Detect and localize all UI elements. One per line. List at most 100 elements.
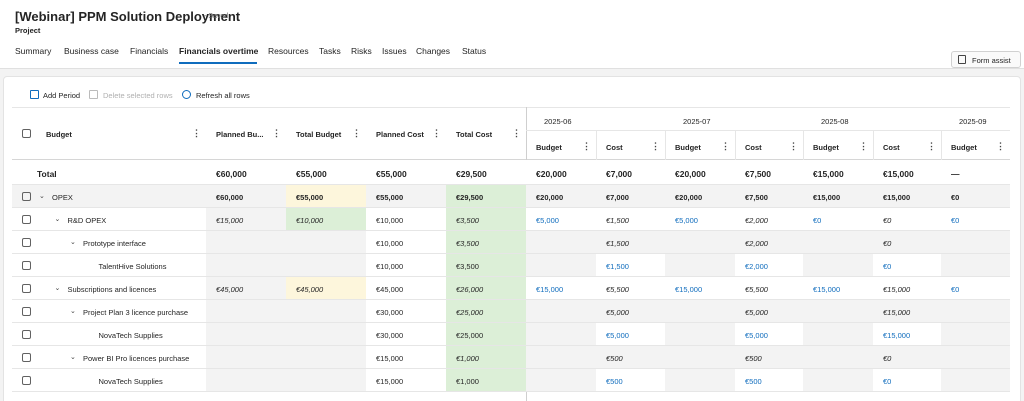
cell-fill: [665, 254, 735, 276]
row-checkbox[interactable]: [22, 215, 31, 224]
cell-value: €45,000: [216, 284, 244, 294]
cell-value: €0: [951, 192, 960, 202]
period-subheader[interactable]: Cost: [883, 143, 900, 152]
cell-value: €1,000: [456, 353, 479, 363]
toolbar-icon: [30, 90, 39, 99]
tab[interactable]: Business case: [64, 46, 119, 56]
expand-chevron[interactable]: ⌄: [70, 307, 76, 315]
cell-value[interactable]: €500: [606, 376, 623, 386]
cell-value[interactable]: €1,500: [606, 261, 629, 271]
row-checkbox[interactable]: [22, 261, 31, 270]
column-menu[interactable]: ⋮: [651, 141, 660, 151]
cell-value: €5,500: [745, 284, 768, 294]
row-checkbox[interactable]: [22, 330, 31, 339]
cell-fill: [286, 369, 366, 391]
tab[interactable]: Financials overtime: [179, 46, 259, 56]
table-header: [12, 107, 1010, 160]
column-menu[interactable]: ⋮: [512, 128, 521, 138]
period-subheader[interactable]: Budget: [536, 143, 562, 152]
cell-value[interactable]: €5,000: [536, 215, 559, 225]
cell-value: €55,000: [376, 168, 407, 179]
column-menu[interactable]: ⋮: [789, 141, 798, 151]
column-menu[interactable]: ⋮: [721, 141, 730, 151]
column-menu[interactable]: ⋮: [582, 141, 591, 151]
cell-value[interactable]: €15,000: [675, 284, 703, 294]
tab[interactable]: Tasks: [319, 46, 341, 56]
cell-value[interactable]: €15,000: [536, 284, 564, 294]
column-header[interactable]: Total Budget: [296, 130, 342, 139]
toolbar-button: Delete selected rows: [103, 91, 173, 100]
expand-chevron[interactable]: ⌄: [70, 238, 76, 246]
cell-value[interactable]: €0: [951, 215, 960, 225]
form-assist-button[interactable]: [951, 51, 1021, 68]
tab[interactable]: Issues: [382, 46, 407, 56]
cell-value[interactable]: €5,000: [745, 330, 768, 340]
expand-chevron[interactable]: ⌄: [70, 353, 76, 361]
cell-value[interactable]: €15,000: [883, 330, 911, 340]
row-checkbox[interactable]: [22, 284, 31, 293]
cell-fill: [941, 346, 1010, 368]
column-menu[interactable]: ⋮: [859, 141, 868, 151]
column-menu[interactable]: ⋮: [272, 128, 281, 138]
column-header[interactable]: Budget: [46, 130, 72, 139]
cell-value: €1,500: [606, 215, 629, 225]
cell-value: €500: [745, 353, 762, 363]
expand-chevron[interactable]: ⌄: [54, 215, 61, 223]
header-checkbox[interactable]: [22, 129, 31, 138]
cell-fill: [665, 231, 735, 253]
column-menu[interactable]: ⋮: [192, 128, 201, 138]
tab[interactable]: Financials: [130, 46, 169, 56]
cell-value[interactable]: €5,000: [606, 330, 629, 340]
period-subheader[interactable]: Budget: [675, 143, 701, 152]
column-menu[interactable]: ⋮: [432, 128, 441, 138]
cell-value[interactable]: €5,000: [675, 215, 698, 225]
tab[interactable]: Status: [462, 46, 487, 56]
period-subheader[interactable]: Cost: [606, 143, 623, 152]
cell-fill: [206, 277, 286, 299]
row-checkbox[interactable]: [22, 376, 31, 385]
cell-value[interactable]: €0: [883, 261, 892, 271]
cell-fill: [446, 369, 526, 391]
cell-fill: [803, 231, 873, 253]
period-subheader[interactable]: Budget: [951, 143, 977, 152]
cell-value: €29,500: [456, 168, 487, 179]
cell-value: €45,000: [296, 284, 324, 294]
period-subheader[interactable]: Budget: [813, 143, 839, 152]
row-checkbox[interactable]: [22, 353, 31, 362]
cell-value[interactable]: €0: [951, 284, 960, 294]
cell-value[interactable]: €0: [813, 215, 822, 225]
toolbar-button[interactable]: Add Period: [43, 91, 81, 100]
period-subheader[interactable]: Cost: [745, 143, 762, 152]
cell-fill: [803, 300, 873, 322]
cell-value[interactable]: €15,000: [813, 284, 841, 294]
tab[interactable]: Risks: [351, 46, 372, 56]
cell-value: €15,000: [376, 376, 404, 386]
cell-fill: [803, 254, 873, 276]
period-header: 2025-06: [544, 117, 572, 126]
cell-value[interactable]: €2,000: [745, 261, 768, 271]
cell-fill: [446, 231, 526, 253]
tab[interactable]: Changes: [416, 46, 451, 56]
cell-value: €0: [883, 215, 892, 225]
cell-border: [735, 130, 736, 160]
cell-fill: [941, 231, 1010, 253]
cell-fill: [206, 346, 286, 368]
column-menu[interactable]: ⋮: [352, 128, 361, 138]
column-header[interactable]: Planned Cost: [376, 130, 424, 139]
column-header[interactable]: Planned Bu...: [216, 130, 264, 139]
cell-fill: [941, 254, 1010, 276]
row-checkbox[interactable]: [22, 238, 31, 247]
cell-value[interactable]: €0: [883, 376, 892, 386]
column-menu[interactable]: ⋮: [996, 141, 1005, 151]
toolbar-button[interactable]: Refresh all rows: [196, 91, 250, 100]
column-header[interactable]: Total Cost: [456, 130, 493, 139]
tab[interactable]: Resources: [268, 46, 309, 56]
cell-value[interactable]: €500: [745, 376, 762, 386]
row-checkbox[interactable]: [22, 307, 31, 316]
row-checkbox[interactable]: [22, 192, 31, 201]
tab[interactable]: Summary: [15, 46, 52, 56]
expand-chevron[interactable]: ⌄: [54, 284, 61, 292]
column-menu[interactable]: ⋮: [927, 141, 936, 151]
expand-chevron[interactable]: ⌄: [39, 192, 45, 200]
